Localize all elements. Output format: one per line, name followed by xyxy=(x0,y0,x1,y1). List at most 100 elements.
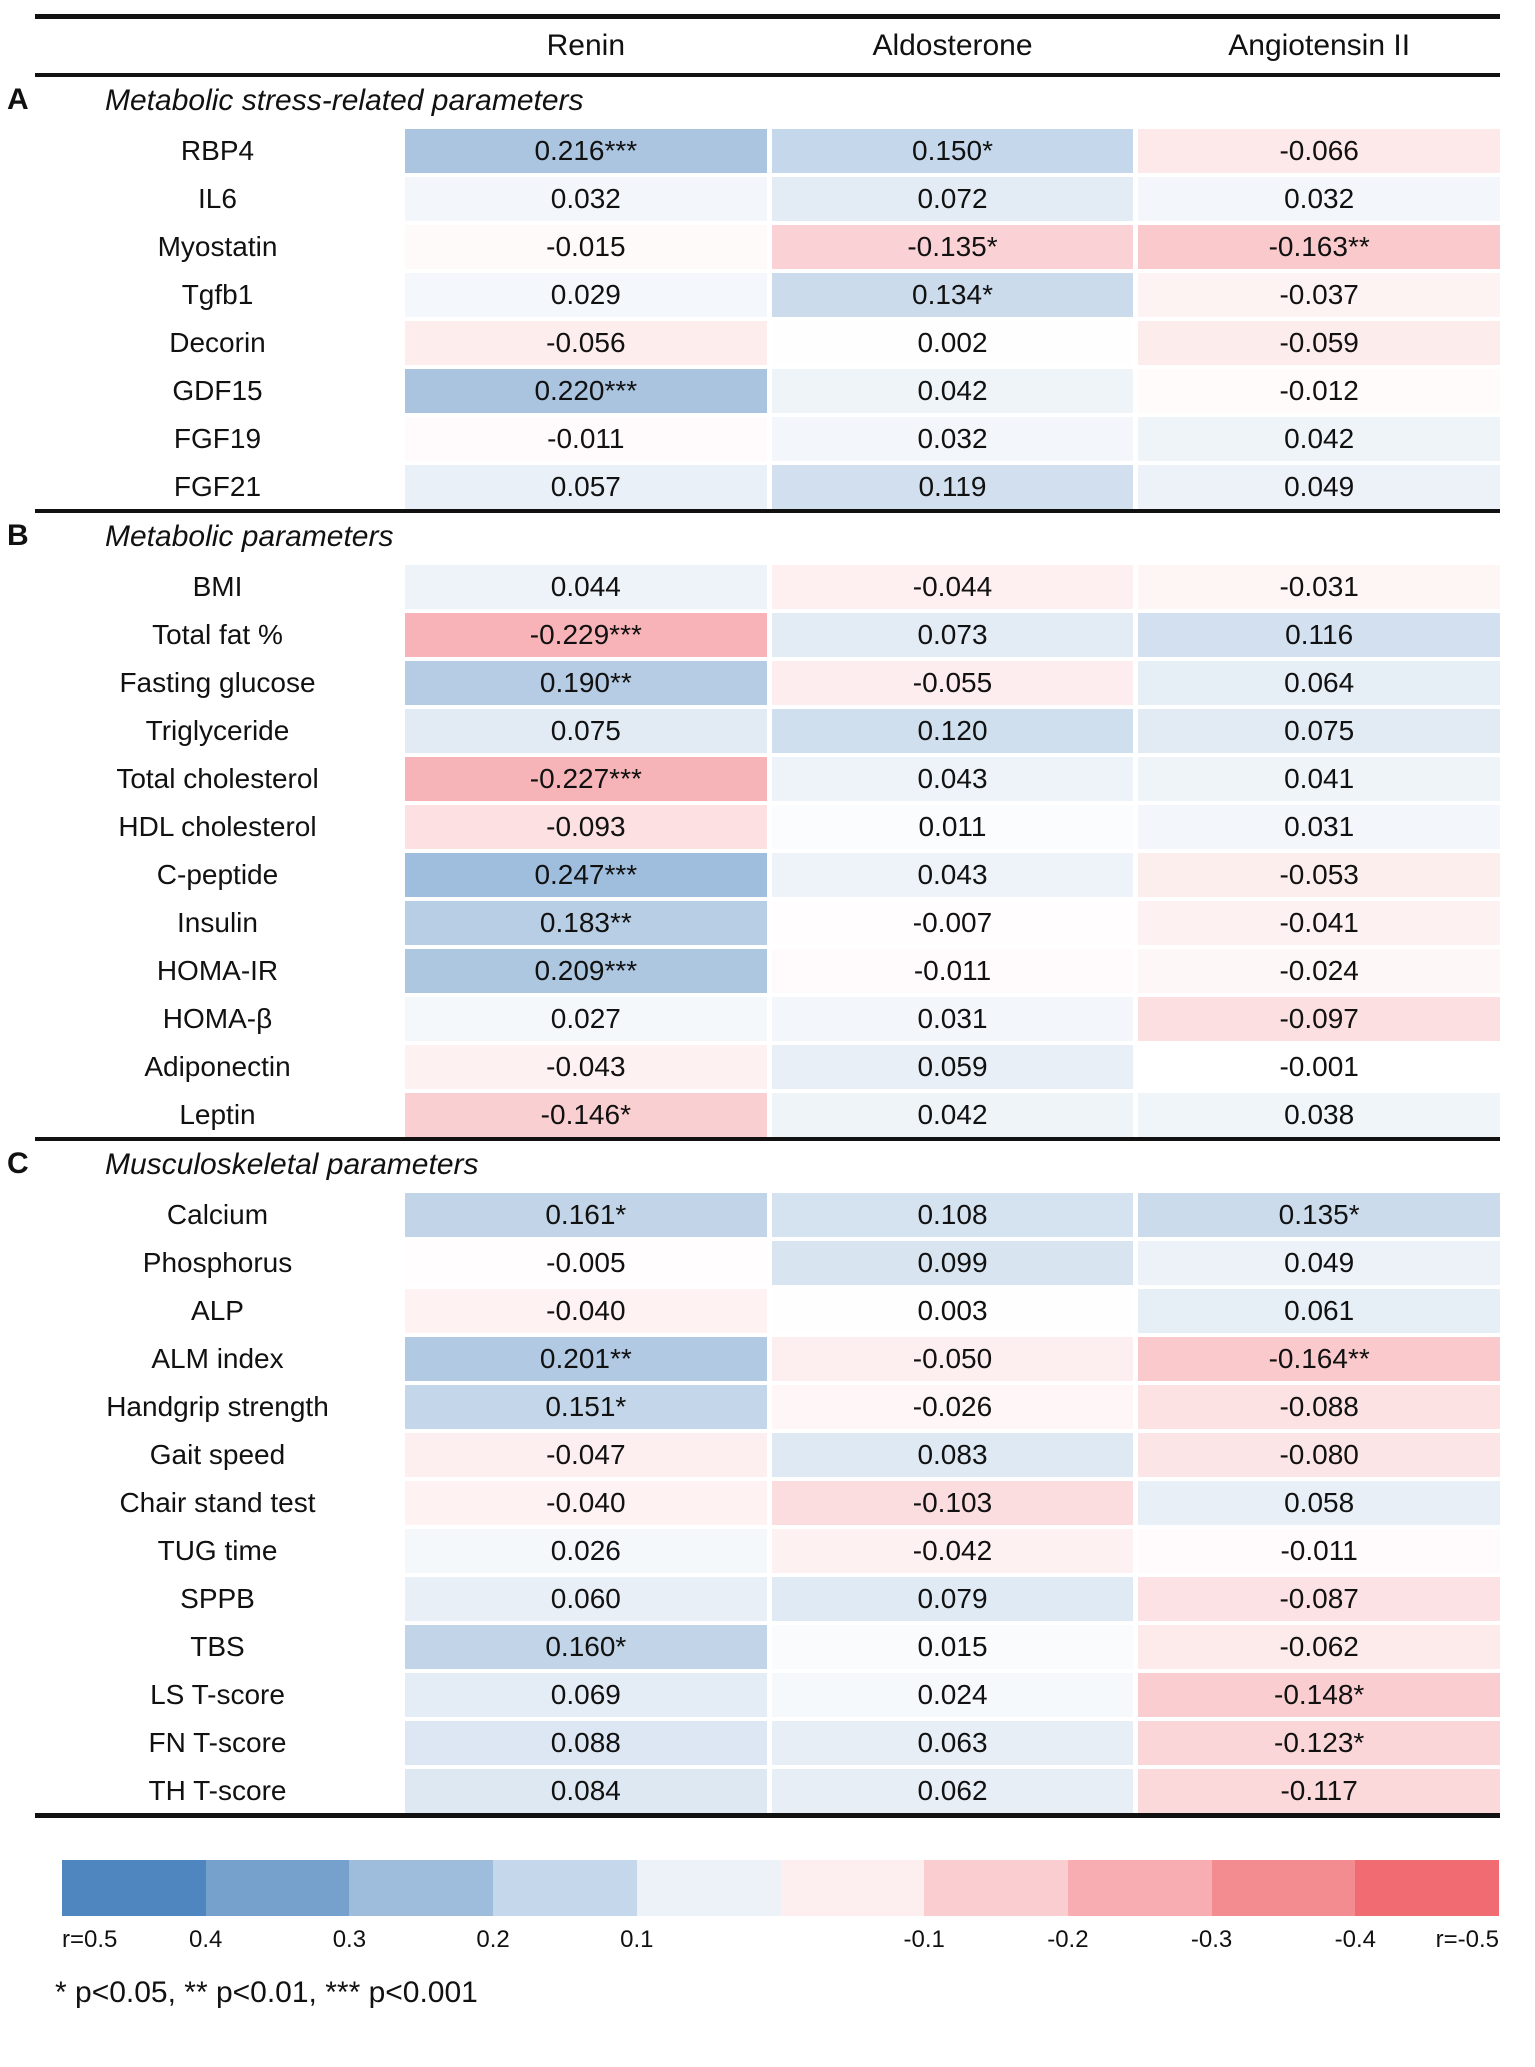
table-row: IL6 0.032 0.072 0.032 xyxy=(35,173,1500,221)
correlation-cell: -0.093 xyxy=(405,805,767,849)
correlation-cell: 0.031 xyxy=(1138,805,1500,849)
section-a-title-row: A Metabolic stress-related parameters xyxy=(7,77,1500,125)
table-row: HOMA-IR 0.209*** -0.011 -0.024 xyxy=(35,945,1500,993)
correlation-cell: 0.075 xyxy=(1138,709,1500,753)
legend-label: -0.1 xyxy=(903,1926,945,1953)
legend-swatch xyxy=(780,1860,925,1916)
correlation-cell: 0.024 xyxy=(771,1673,1134,1717)
correlation-cell: -0.043 xyxy=(405,1045,767,1089)
correlation-cell: 0.084 xyxy=(405,1769,767,1813)
row-label: GDF15 xyxy=(35,369,400,413)
correlation-cell: -0.163** xyxy=(1138,225,1500,269)
table-row: Insulin 0.183** -0.007 -0.041 xyxy=(35,897,1500,945)
row-label: Leptin xyxy=(35,1093,400,1137)
legend-swatch xyxy=(1067,1860,1212,1916)
correlation-cell: 0.015 xyxy=(771,1625,1134,1669)
correlation-cell: -0.047 xyxy=(405,1433,767,1477)
row-label: FGF19 xyxy=(35,417,400,461)
legend-label: -0.4 xyxy=(1334,1926,1376,1953)
correlation-cell: 0.247*** xyxy=(405,853,767,897)
row-label: Fasting glucose xyxy=(35,661,400,705)
correlation-cell: 0.059 xyxy=(771,1045,1134,1089)
table-top-border xyxy=(35,14,1500,19)
correlation-cell: 0.083 xyxy=(771,1433,1134,1477)
legend-label: 0.4 xyxy=(189,1926,223,1953)
correlation-cell: 0.134* xyxy=(771,273,1134,317)
table-row: Adiponectin -0.043 0.059 -0.001 xyxy=(35,1041,1500,1089)
table-row: Myostatin -0.015 -0.135* -0.163** xyxy=(35,221,1500,269)
correlation-cell: 0.042 xyxy=(1138,417,1500,461)
row-label: Total fat % xyxy=(35,613,400,657)
table-row: Total fat % -0.229*** 0.073 0.116 xyxy=(35,609,1500,657)
legend-swatch xyxy=(1355,1860,1500,1916)
section-divider xyxy=(35,1137,1500,1141)
significance-footnote: * p<0.05, ** p<0.01, *** p<0.001 xyxy=(55,1976,478,2009)
correlation-table: Renin Aldosterone Angiotensin II A Metaboli… xyxy=(7,14,1500,1818)
legend-label: 0.1 xyxy=(620,1926,654,1953)
section-c-title-row: C Musculoskeletal parameters xyxy=(7,1141,1500,1189)
correlation-cell: 0.049 xyxy=(1138,465,1500,509)
correlation-cell: 0.151* xyxy=(405,1385,767,1429)
correlation-cell: 0.011 xyxy=(771,805,1134,849)
legend-label: 0.3 xyxy=(332,1926,367,1953)
legend-swatch xyxy=(493,1860,637,1916)
correlation-cell: -0.005 xyxy=(405,1241,767,1285)
legend-label: r=0.5 xyxy=(62,1926,118,1953)
correlation-cell: -0.031 xyxy=(1138,565,1500,609)
correlation-cell: -0.097 xyxy=(1138,997,1500,1041)
table-row: FGF19 -0.011 0.032 0.042 xyxy=(35,413,1500,461)
correlation-cell: -0.135* xyxy=(771,225,1134,269)
correlation-cell: -0.042 xyxy=(771,1529,1134,1573)
table-row: Fasting glucose 0.190** -0.055 0.064 xyxy=(35,657,1500,705)
correlation-cell: 0.119 xyxy=(771,465,1134,509)
table-body: A Metabolic stress-related parameters RBP4… xyxy=(7,77,1500,1813)
correlation-cell: -0.056 xyxy=(405,321,767,365)
correlation-cell: -0.012 xyxy=(1138,369,1500,413)
correlation-cell: -0.229*** xyxy=(405,613,767,657)
legend-labels: r=0.5 0.4 0.3 0.2 0.1 -0.1 -0.2 -0.3 -0.4 r=-0.5 xyxy=(62,1926,1499,1960)
correlation-cell: 0.201** xyxy=(405,1337,767,1381)
row-label: Adiponectin xyxy=(35,1045,400,1089)
correlation-cell: -0.227*** xyxy=(405,757,767,801)
correlation-cell: 0.075 xyxy=(405,709,767,753)
correlation-cell: -0.050 xyxy=(771,1337,1134,1381)
table-row: Phosphorus -0.005 0.099 0.049 xyxy=(35,1237,1500,1285)
row-label: HOMA-β xyxy=(35,997,400,1041)
correlation-cell: 0.044 xyxy=(405,565,767,609)
table-row: BMI 0.044 -0.044 -0.031 xyxy=(35,561,1500,609)
correlation-cell: -0.117 xyxy=(1138,1769,1500,1813)
correlation-cell: 0.190** xyxy=(405,661,767,705)
correlation-cell: 0.209*** xyxy=(405,949,767,993)
table-row: RBP4 0.216*** 0.150* -0.066 xyxy=(35,125,1500,173)
correlation-cell: -0.080 xyxy=(1138,1433,1500,1477)
table-row: Calcium 0.161* 0.108 0.135* xyxy=(35,1189,1500,1237)
table-row: ALP -0.040 0.003 0.061 xyxy=(35,1285,1500,1333)
correlation-cell: -0.146* xyxy=(405,1093,767,1137)
correlation-cell: 0.108 xyxy=(771,1193,1134,1237)
column-header-renin: Renin xyxy=(546,29,626,62)
correlation-cell: -0.011 xyxy=(405,417,767,461)
correlation-cell: 0.116 xyxy=(1138,613,1500,657)
row-label: RBP4 xyxy=(35,129,400,173)
table-row: HDL cholesterol -0.093 0.011 0.031 xyxy=(35,801,1500,849)
legend-label: 0.2 xyxy=(476,1926,510,1953)
correlation-cell: -0.148* xyxy=(1138,1673,1500,1717)
correlation-cell: -0.011 xyxy=(1138,1529,1500,1573)
row-label: IL6 xyxy=(35,177,400,221)
legend-swatch xyxy=(1211,1860,1356,1916)
header-divider xyxy=(35,73,1500,77)
row-label: Calcium xyxy=(35,1193,400,1237)
correlation-cell: 0.042 xyxy=(771,369,1134,413)
correlation-cell: 0.099 xyxy=(771,1241,1134,1285)
correlation-cell: -0.024 xyxy=(1138,949,1500,993)
table-row: HOMA-β 0.027 0.031 -0.097 xyxy=(35,993,1500,1041)
correlation-cell: -0.044 xyxy=(771,565,1134,609)
correlation-cell: 0.135* xyxy=(1138,1193,1500,1237)
legend-swatch xyxy=(205,1860,350,1916)
legend-swatch xyxy=(636,1860,781,1916)
legend-label: -0.3 xyxy=(1190,1926,1233,1953)
legend-gradient-bar xyxy=(62,1860,1500,1916)
color-legend: r=0.5 0.4 0.3 0.2 0.1 -0.1 -0.2 -0.3 -0.4 r=-0.5 xyxy=(62,1860,1500,1960)
correlation-cell: 0.072 xyxy=(771,177,1134,221)
correlation-cell: 0.088 xyxy=(405,1721,767,1765)
